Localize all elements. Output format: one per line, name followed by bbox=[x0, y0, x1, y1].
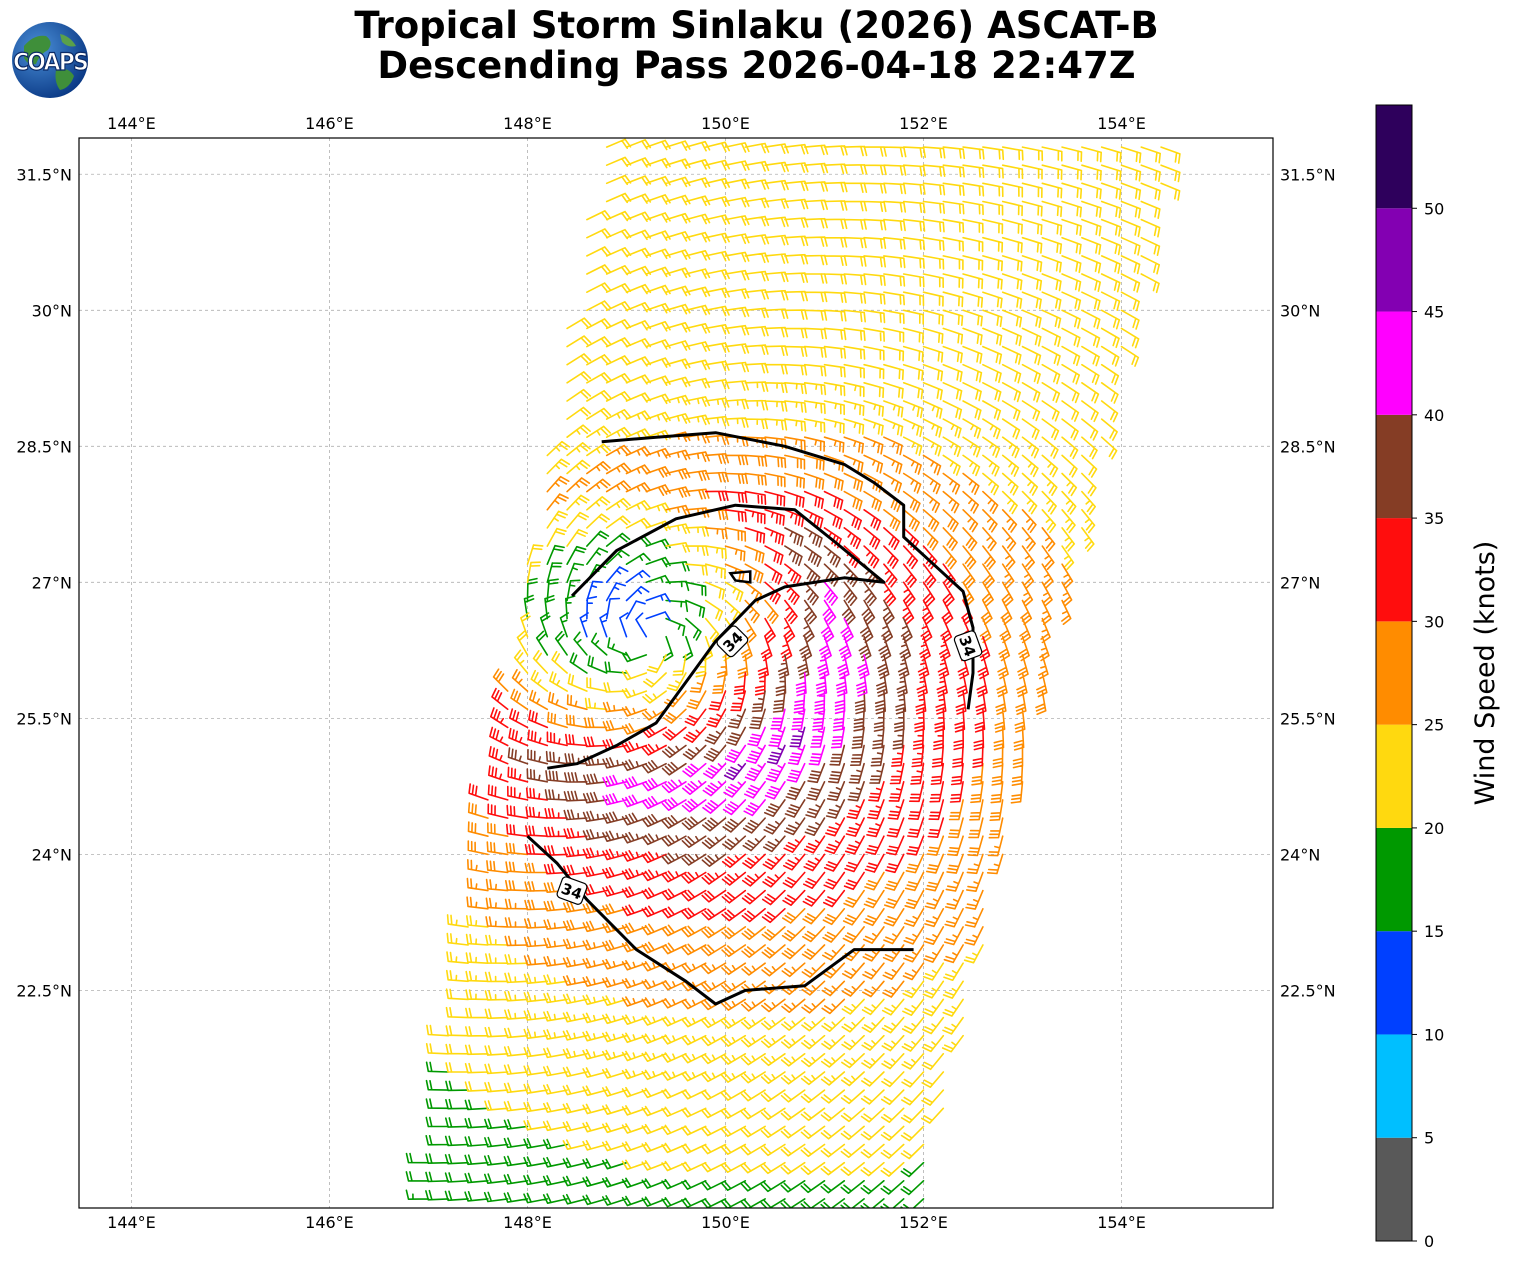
logo-text: COAPS bbox=[13, 48, 88, 76]
wind-barb-group bbox=[602, 581, 870, 817]
colorbar-tick-label: 35 bbox=[1424, 509, 1444, 528]
lat-tick-label: 24°N bbox=[1280, 845, 1320, 864]
colorbar-bin bbox=[1376, 311, 1412, 415]
title-line-2: Descending Pass 2026-04-18 22:47Z bbox=[377, 44, 1136, 87]
wind-barb-group bbox=[425, 138, 1181, 1177]
colorbar-bin bbox=[1376, 827, 1412, 932]
colorbar-tick-label: 20 bbox=[1424, 819, 1444, 838]
lon-tick-label: 146°E bbox=[305, 114, 354, 133]
lat-tick-label: 22.5°N bbox=[1280, 981, 1336, 1000]
colorbar-bin bbox=[1376, 518, 1412, 622]
colorbar-bin bbox=[1376, 414, 1412, 519]
lat-tick-label: 30°N bbox=[1280, 301, 1320, 320]
colorbar-tick-label: 0 bbox=[1424, 1232, 1434, 1251]
contour-label: 34 bbox=[953, 630, 983, 662]
colorbar-tick-label: 15 bbox=[1424, 922, 1444, 941]
colorbar-tick-label: 40 bbox=[1424, 406, 1444, 425]
colorbar-tick-label: 30 bbox=[1424, 612, 1444, 631]
lat-tick-label: 27°N bbox=[32, 573, 72, 592]
wind-barb-group bbox=[468, 490, 991, 924]
colorbar-bin bbox=[1376, 1034, 1412, 1138]
title-line-1: Tropical Storm Sinlaku (2026) ASCAT-B bbox=[354, 4, 1159, 47]
wind-barb-group bbox=[723, 726, 806, 781]
lon-tick-label: 144°E bbox=[107, 1213, 156, 1232]
colorbar-tick-label: 10 bbox=[1424, 1025, 1444, 1044]
map-frame bbox=[78, 137, 1274, 1209]
contour-label: 34 bbox=[556, 876, 588, 905]
colorbar-tick-label: 5 bbox=[1424, 1129, 1434, 1148]
lat-tick-label: 24°N bbox=[32, 845, 72, 864]
lat-tick-label: 28.5°N bbox=[1280, 437, 1336, 456]
lon-tick-label: 152°E bbox=[899, 114, 948, 133]
colorbar-bin bbox=[1376, 105, 1412, 209]
colorbar-tick-label: 25 bbox=[1424, 716, 1444, 735]
lat-tick-label: 31.5°N bbox=[16, 165, 72, 184]
wind-barb-group bbox=[579, 566, 671, 638]
wind-barb-group bbox=[507, 527, 913, 867]
lat-tick-label: 27°N bbox=[1280, 573, 1320, 592]
lat-tick-label: 22.5°N bbox=[16, 981, 72, 1000]
lon-tick-label: 148°E bbox=[503, 114, 552, 133]
colorbar-label: Wind Speed (knots) bbox=[1470, 541, 1501, 806]
contour-label-box bbox=[716, 625, 749, 658]
lon-tick-label: 152°E bbox=[899, 1213, 948, 1232]
contour-34kt-line bbox=[601, 431, 975, 710]
lon-tick-label: 154°E bbox=[1097, 114, 1146, 133]
lat-tick-label: 31.5°N bbox=[1280, 165, 1336, 184]
lon-tick-label: 150°E bbox=[701, 114, 750, 133]
contour-34kt-island bbox=[728, 570, 752, 584]
globe-logo-icon: COAPS bbox=[12, 22, 90, 98]
colorbar-bin bbox=[1376, 931, 1412, 1035]
colorbar: 0 5 10 15 20 25 30 35 40 45 50 bbox=[1375, 104, 1444, 1251]
lat-tick-label: 28.5°N bbox=[16, 437, 72, 456]
wind-barb-group bbox=[466, 431, 1074, 1015]
colorbar-tick-label: 45 bbox=[1424, 303, 1444, 322]
lon-tick-label: 148°E bbox=[503, 1213, 552, 1232]
colorbar-bin bbox=[1376, 1137, 1412, 1241]
lat-tick-label: 25.5°N bbox=[1280, 709, 1336, 728]
lat-tick-label: 25.5°N bbox=[16, 709, 72, 728]
lon-tick-label: 150°E bbox=[701, 1213, 750, 1232]
colorbar-bin bbox=[1376, 208, 1412, 312]
contour-label-box bbox=[953, 630, 983, 662]
colorbar-bin bbox=[1376, 724, 1412, 828]
lon-tick-label: 154°E bbox=[1097, 1213, 1146, 1232]
wind-barb-group bbox=[405, 530, 925, 1208]
contour-label-box bbox=[556, 876, 588, 905]
axis-ticks: 144°E 144°E 146°E 146°E 148°E 148°E 150°E 150°E… bbox=[16, 114, 1335, 1232]
lon-tick-label: 146°E bbox=[305, 1213, 354, 1232]
colorbar-tick-label: 50 bbox=[1424, 199, 1444, 218]
lon-tick-label: 144°E bbox=[107, 114, 156, 133]
lat-tick-label: 30°N bbox=[32, 301, 72, 320]
contour-34kt-line bbox=[547, 503, 886, 770]
colorbar-bin bbox=[1376, 621, 1412, 725]
wind-barbs bbox=[405, 138, 1181, 1208]
colorbar-frame bbox=[1375, 104, 1413, 1242]
chart-title: Tropical Storm Sinlaku (2026) ASCAT-B De… bbox=[0, 6, 1513, 86]
